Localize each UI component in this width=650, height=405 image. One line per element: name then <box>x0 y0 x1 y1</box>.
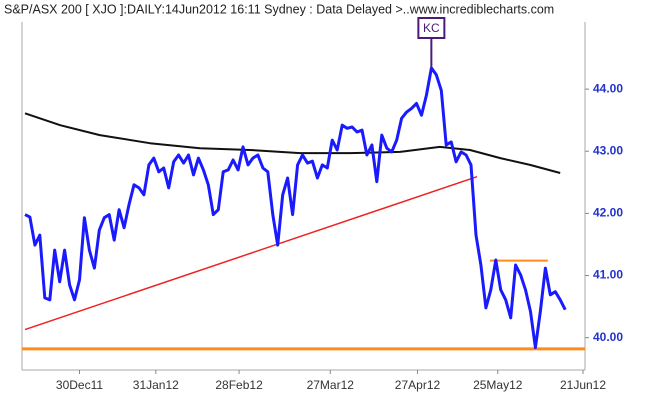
y-tick-label: 43.00 <box>593 143 623 157</box>
annotation-label: KC <box>423 21 440 35</box>
chart-title: S&P/ASX 200 [ XJO ]:DAILY:14Jun2012 16:1… <box>4 2 554 16</box>
y-tick-label: 42.00 <box>593 206 623 220</box>
series-line <box>24 66 567 350</box>
x-tick-label: 25May12 <box>473 378 523 392</box>
series-line <box>24 112 561 174</box>
y-tick-label: 41.00 <box>593 268 623 282</box>
x-tick-label: 27Mar12 <box>307 378 355 392</box>
x-tick-label: 21Jun12 <box>560 378 606 392</box>
x-tick-label: 28Feb12 <box>215 378 263 392</box>
annotation-box <box>417 17 446 39</box>
y-tick-label: 44.00 <box>593 81 623 95</box>
x-tick-label: 31Jan12 <box>133 378 179 392</box>
x-tick-label: 27Apr12 <box>395 378 441 392</box>
series-line <box>24 175 478 331</box>
x-tick-label: 30Dec11 <box>56 378 103 392</box>
y-tick-label: 40.00 <box>593 330 623 344</box>
